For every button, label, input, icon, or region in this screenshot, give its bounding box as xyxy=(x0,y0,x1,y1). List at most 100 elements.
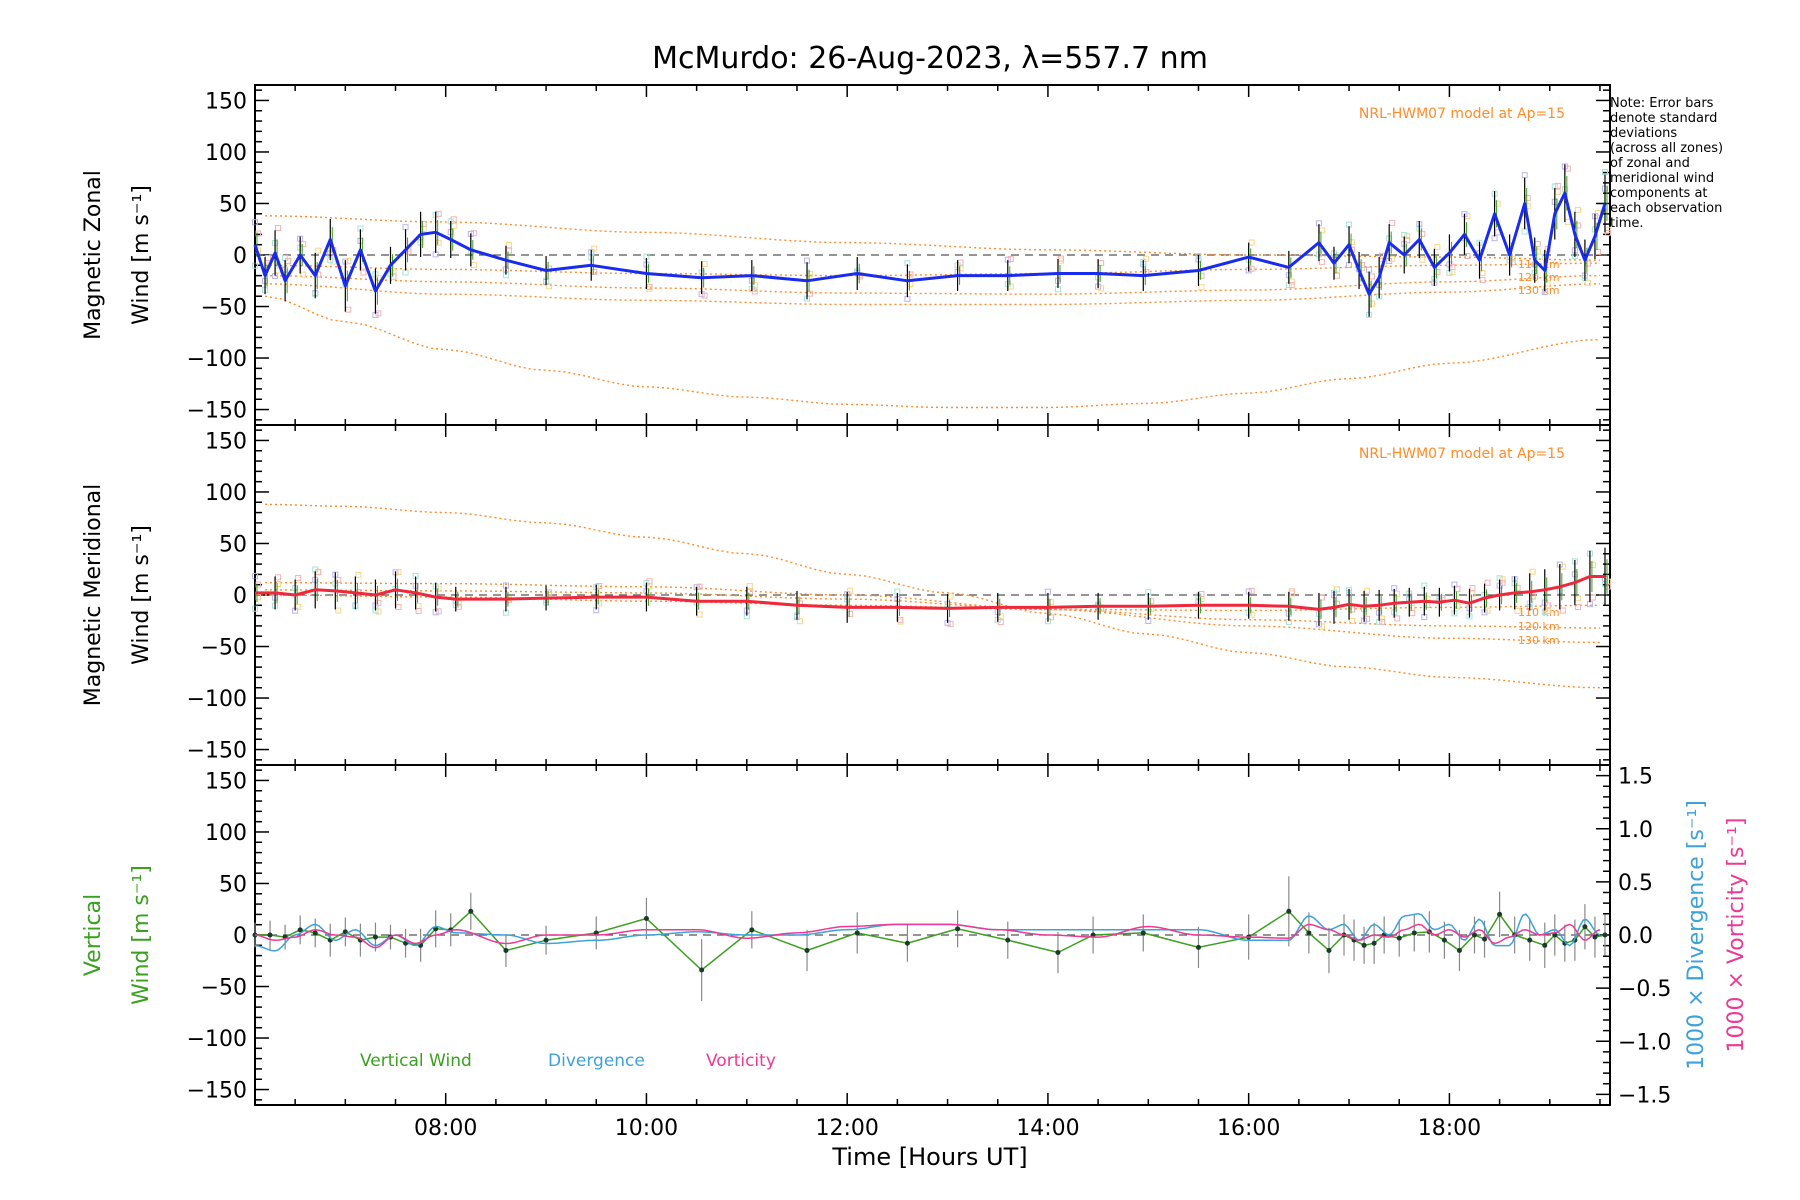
meridional-wind-line xyxy=(255,575,1605,611)
zonal-zone-sample xyxy=(345,306,352,313)
zonal-y-tick-label: 0 xyxy=(233,244,247,269)
vertical-wind-point xyxy=(1306,930,1312,936)
meridional-zone-sample xyxy=(1148,598,1155,605)
zonal-zone-sample xyxy=(470,230,477,237)
vertical-y-tick-label: 150 xyxy=(205,769,247,794)
note-line: components at xyxy=(1610,186,1708,201)
zonal-zone-sample xyxy=(1248,239,1255,246)
zonal-zone-sample xyxy=(275,225,282,232)
meridional-y-tick-label: −50 xyxy=(201,636,247,661)
meridional-zone-sample xyxy=(295,575,302,582)
zonal-zone-sample xyxy=(1434,244,1441,251)
note-line: denote standard xyxy=(1610,111,1718,126)
meridional-zone-sample xyxy=(1529,568,1536,575)
zonal-zone-sample xyxy=(907,280,914,287)
zonal-zone-sample xyxy=(360,269,367,276)
vertical-wind-point xyxy=(1552,932,1558,938)
zonal-y-tick-label: 100 xyxy=(205,141,247,166)
vertical-wind-point xyxy=(1456,947,1462,953)
meridional-y-tick-label: 50 xyxy=(219,532,247,557)
vertical-wind-point xyxy=(1371,940,1377,946)
zonal-zone-sample xyxy=(1554,182,1561,189)
meridional-y-tick-label: −150 xyxy=(187,739,247,764)
x-tick-label: 10:00 xyxy=(615,1116,678,1141)
note-line: deviations xyxy=(1610,126,1678,141)
zonal-y-tick-label: −50 xyxy=(201,296,247,321)
vertical-wind-point xyxy=(1527,937,1533,943)
vertical-wind-point xyxy=(1592,934,1598,940)
vertical-wind-point xyxy=(312,930,318,936)
zonal-y-tick-label: −100 xyxy=(187,347,247,372)
zonal-zone-sample xyxy=(591,245,598,252)
vertical-wind-point xyxy=(904,940,910,946)
zonal-zone-sample xyxy=(646,283,653,290)
meridional-model-label: NRL-HWM07 model at Ap=15 xyxy=(1359,446,1565,462)
meridional-zone-sample xyxy=(1514,607,1521,614)
meridional-zone-sample xyxy=(1589,561,1596,568)
meridional-zone-sample xyxy=(997,619,1004,626)
vertical-wind-point xyxy=(503,947,509,953)
right-y-tick-label: −1.5 xyxy=(1618,1083,1671,1108)
zonal-zone-sample xyxy=(255,230,261,237)
legend-divergence: Divergence xyxy=(548,1051,645,1071)
zonal-zone-sample xyxy=(1288,282,1295,289)
zonal-zone-sample xyxy=(1479,277,1486,284)
zonal-zone-sample xyxy=(1098,260,1105,267)
zonal-zone-sample xyxy=(1564,218,1571,225)
right-y-tick-label: −0.5 xyxy=(1618,977,1671,1002)
x-axis-label: Time [Hours UT] xyxy=(831,1143,1027,1171)
meridional-zone-sample xyxy=(1364,587,1371,594)
vertical-y-tick-label: −150 xyxy=(187,1079,247,1104)
vertical-y-tick-label: 50 xyxy=(219,872,247,897)
zonal-model-curve xyxy=(264,215,1601,261)
right-y-tick-label: 1.0 xyxy=(1618,818,1653,843)
meridional-zone-sample xyxy=(1559,607,1566,614)
vorticity-axis-label: 1000 × Vorticity [s⁻¹] xyxy=(1724,818,1749,1053)
vertical-y-tick-label: 100 xyxy=(205,821,247,846)
vertical-wind-point xyxy=(955,926,961,932)
zonal-zone-sample xyxy=(1534,248,1541,255)
vertical-wind-point xyxy=(1361,942,1367,948)
zonal-zone-sample xyxy=(751,288,758,295)
meridional-zone-sample xyxy=(1379,618,1386,625)
zonal-model-alt-120: 120 km xyxy=(1518,271,1560,284)
meridional-zone-sample xyxy=(1349,618,1356,625)
zonal-zone-sample xyxy=(1198,272,1205,279)
meridional-zone-sample xyxy=(696,583,703,590)
zonal-ylabel-line1: Magnetic Zonal xyxy=(81,170,106,340)
meridional-zone-sample xyxy=(797,618,803,625)
zonal-zone-sample xyxy=(1604,229,1611,236)
meridional-ylabel-line1: Magnetic Meridional xyxy=(81,484,106,706)
zonal-zone-sample xyxy=(1318,227,1325,234)
zonal-zone-sample xyxy=(470,262,477,269)
x-tick-label: 14:00 xyxy=(1016,1116,1079,1141)
meridional-zone-sample xyxy=(1589,594,1596,601)
zonal-model-curve xyxy=(264,295,1601,409)
zonal-zone-sample xyxy=(1366,266,1373,273)
meridional-zone-sample xyxy=(1047,599,1054,606)
note-line: (across all zones) xyxy=(1610,141,1724,156)
note-line: meridional wind xyxy=(1610,171,1715,186)
vertical-wind-point xyxy=(1411,930,1417,936)
vorticity-line xyxy=(254,923,1601,949)
chart-title: McMurdo: 26-Aug-2023, λ=557.7 nm xyxy=(652,41,1208,76)
meridional-zone-sample xyxy=(596,600,603,607)
vertical-wind-point xyxy=(1582,924,1588,930)
meridional-zone-sample xyxy=(746,583,753,590)
zonal-zone-sample xyxy=(1369,300,1376,307)
zonal-zone-sample xyxy=(402,224,409,231)
meridional-zone-sample xyxy=(275,574,282,581)
zonal-zone-sample xyxy=(1574,206,1581,213)
meridional-model-alt-110: 110 km xyxy=(1518,606,1560,619)
zonal-zone-sample xyxy=(1198,284,1205,291)
vertical-wind-point xyxy=(297,927,303,933)
note-line: Note: Error bars xyxy=(1610,96,1714,111)
meridional-zone-sample xyxy=(897,618,904,625)
meridional-zone-sample xyxy=(947,621,954,628)
vertical-wind-point xyxy=(1441,937,1447,943)
meridional-zone-sample xyxy=(847,587,854,594)
zonal-zone-sample xyxy=(300,271,307,278)
zonal-zone-sample xyxy=(546,283,553,290)
meridional-model-curve xyxy=(264,503,1601,689)
